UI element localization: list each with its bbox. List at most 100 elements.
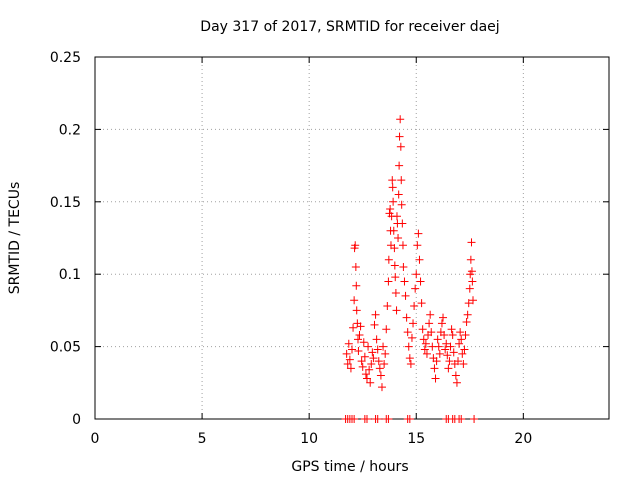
data-point [379,342,388,351]
data-point [382,325,391,334]
data-point [411,284,420,293]
data-point [441,345,450,354]
data-point [416,277,425,286]
data-point [468,277,477,286]
data-point [415,255,424,264]
data-point [397,176,406,185]
data-point [342,349,351,358]
data-point [364,342,373,351]
data-point [396,142,405,151]
data-point [368,348,377,357]
data-point [463,310,472,319]
y-tick-label: 0.25 [50,50,81,66]
x-tick-label: 20 [514,431,532,447]
data-point [435,349,444,358]
data-point [456,328,465,337]
x-tick-label: 5 [198,431,207,447]
data-point [466,255,475,264]
data-point [346,364,355,373]
data-point [399,262,408,271]
data-point [343,359,352,368]
data-point [395,161,404,170]
data-point [358,362,367,371]
data-point [459,359,468,368]
data-point [403,328,412,337]
data-point [375,364,384,373]
data-point [381,349,390,358]
data-point [452,378,461,387]
data-point [390,244,399,253]
y-tick-label: 0.15 [50,195,81,211]
axis-ticks: 0 5 10 15 20 0 0.05 0.1 0.15 0.2 0.25 [50,50,609,447]
data-point [361,370,370,379]
data-point [421,339,430,348]
y-tick-label: 0.1 [59,267,81,283]
data-point [467,238,476,247]
data-point [398,219,407,228]
data-point [369,354,378,363]
x-tick-label: 15 [407,431,425,447]
data-point [353,335,362,344]
data-point [352,306,361,315]
data-point [446,342,455,351]
data-point [439,313,448,322]
baseline-marker [470,415,479,423]
data-point [426,310,435,319]
data-point [431,374,440,383]
data-point [372,335,381,344]
data-point [427,328,436,337]
data-point [354,346,363,355]
y-axis-label: SRMTID / TECUs [7,182,23,295]
data-point [442,339,451,348]
data-points [342,115,478,392]
data-point [373,345,382,354]
data-point [384,277,393,286]
chart-title: Day 317 of 2017, SRMTID for receiver dae… [200,19,499,35]
data-point [447,325,456,334]
data-point [390,261,399,270]
data-point [391,289,400,298]
data-point [380,359,389,368]
data-point [448,331,457,340]
data-point [397,200,406,209]
plot-frame [94,56,610,420]
data-point [377,383,386,392]
data-point [432,357,441,366]
data-point [394,234,403,242]
data-point [359,338,368,347]
data-point [352,281,361,290]
y-tick-label: 0 [72,412,81,428]
data-point [443,351,452,360]
data-point [348,345,356,354]
data-point [350,296,359,305]
data-point [440,331,449,340]
data-point [451,371,460,380]
data-point [345,355,354,364]
data-point [405,354,414,363]
baseline-marker [350,415,359,423]
baseline-marker [405,415,414,423]
baseline-markers [341,415,479,423]
data-point [386,205,395,214]
data-point [445,357,454,366]
data-point [407,333,416,342]
data-point [391,273,400,282]
data-point [464,299,473,308]
y-tick-label: 0.2 [59,122,81,138]
data-point [351,241,360,250]
data-point [376,371,385,380]
data-point [389,197,398,206]
data-point [409,319,418,328]
data-point [419,335,428,344]
data-point [371,310,380,319]
data-point [388,183,397,192]
data-point [449,348,458,357]
data-point [461,331,470,340]
data-point [467,267,476,276]
data-point [355,331,364,340]
data-point [398,241,407,250]
data-point [455,339,464,348]
data-point [366,378,375,387]
x-tick-label: 10 [300,431,318,447]
